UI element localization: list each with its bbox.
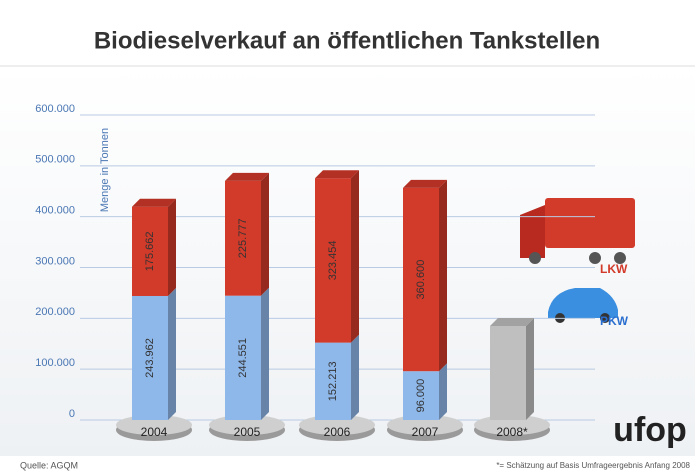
x-tick-label: 2006 <box>324 425 351 439</box>
x-tick-label: 2005 <box>234 425 261 439</box>
value-label: 96.000 <box>415 379 427 413</box>
chart-title: Biodieselverkauf an öffentlichen Tankste… <box>94 27 600 54</box>
y-tick-label: 200.000 <box>35 306 75 318</box>
footnote: *= Schätzung auf Basis Umfrageergebnis A… <box>496 461 690 470</box>
value-label: 360.600 <box>415 260 427 300</box>
truck-icon <box>520 198 635 264</box>
y-tick-label: 500.000 <box>35 154 75 166</box>
legend-label: LKW <box>600 262 628 276</box>
bar-side <box>526 317 534 420</box>
value-label: 152.213 <box>327 361 339 401</box>
value-label: 225.777 <box>237 218 249 258</box>
bar-side <box>168 198 176 296</box>
logo: ufop <box>613 411 687 449</box>
bar-side <box>439 363 447 420</box>
bar-side <box>351 170 359 343</box>
y-tick-label: 0 <box>69 408 75 420</box>
y-tick-label: 600.000 <box>35 103 75 115</box>
source: Quelle: AGQM <box>20 460 78 470</box>
legend-label: PKW <box>600 314 629 328</box>
bar <box>403 187 439 372</box>
bar <box>132 295 168 420</box>
bar <box>225 295 261 420</box>
value-label: 175.662 <box>144 231 156 271</box>
bar-top <box>490 317 534 326</box>
bar-top <box>403 179 447 188</box>
bar <box>132 206 168 296</box>
bar-top <box>315 170 359 179</box>
bar-top <box>225 172 269 181</box>
bar <box>403 371 439 420</box>
bar-side <box>261 172 269 296</box>
x-tick-label: 2008* <box>496 425 528 439</box>
bar-side <box>261 287 269 420</box>
value-label: 244.551 <box>237 338 249 378</box>
bar <box>315 178 351 343</box>
value-label: 243.962 <box>144 338 156 378</box>
y-tick-label: 100.000 <box>35 357 75 369</box>
car-icon <box>548 288 618 323</box>
x-tick-label: 2004 <box>141 425 168 439</box>
x-tick-label: 2007 <box>412 425 439 439</box>
bar <box>225 180 261 296</box>
bar <box>315 342 351 420</box>
value-label: 323.454 <box>327 241 339 281</box>
bar-side <box>439 179 447 372</box>
bar-side <box>351 334 359 420</box>
y-tick-label: 400.000 <box>35 205 75 217</box>
bar-side <box>168 287 176 420</box>
y-axis-label: Menge in Tonnen <box>99 128 111 212</box>
bar <box>490 325 526 420</box>
y-tick-label: 300.000 <box>35 255 75 267</box>
bar-top <box>132 198 176 207</box>
